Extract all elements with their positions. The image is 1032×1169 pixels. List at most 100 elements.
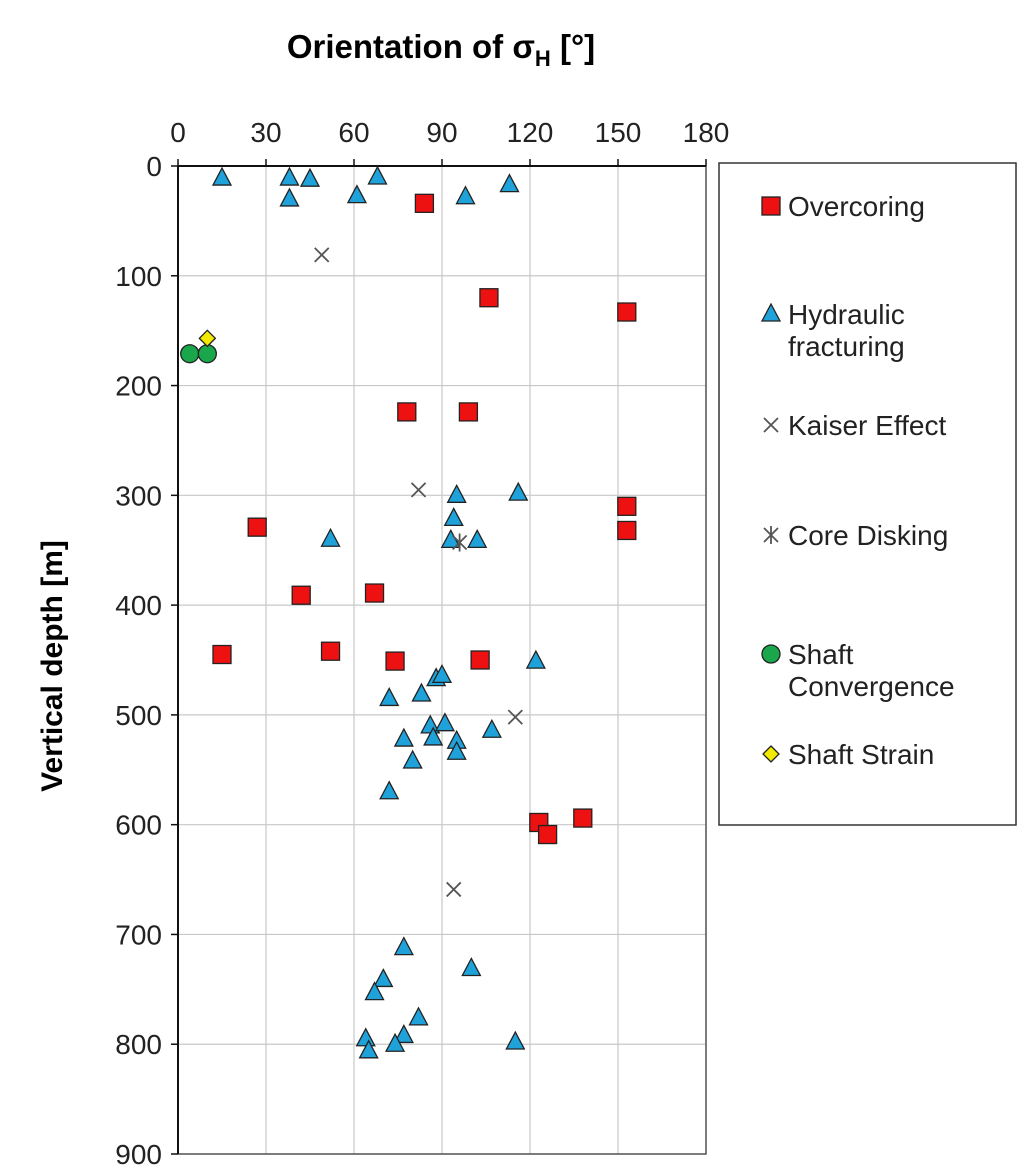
point-triangle-1-16 <box>431 663 453 684</box>
series-overcoring <box>212 193 637 845</box>
legend-marker-1 <box>760 302 782 322</box>
point-triangle-1-33 <box>393 1024 414 1044</box>
point-x-2-2 <box>507 709 523 725</box>
point-triangle-1-35 <box>384 1032 406 1052</box>
y-tick-label-1: 100 <box>115 261 162 292</box>
point-triangle-1-0 <box>211 166 233 186</box>
y-tick-label-9: 900 <box>115 1139 162 1169</box>
point-triangle-1-20 <box>434 712 456 732</box>
point-circle-4-0 <box>180 344 200 364</box>
grid-lines <box>177 165 707 1155</box>
series-shaft-convergence <box>180 344 217 364</box>
point-diamond-5-0 <box>198 329 217 348</box>
y-tick-label-2: 200 <box>115 371 162 402</box>
point-triangle-1-29 <box>461 957 482 977</box>
point-triangle-1-14 <box>525 649 546 669</box>
point-triangle-1-22 <box>393 727 414 747</box>
point-square-0-16 <box>573 808 593 828</box>
legend-marker-0 <box>761 196 781 216</box>
point-square-0-15 <box>537 824 558 845</box>
y-tick-label-3: 300 <box>115 480 162 511</box>
point-triangle-1-34 <box>355 1027 376 1047</box>
point-square-0-6 <box>617 520 637 541</box>
point-square-0-8 <box>291 585 311 605</box>
point-square-0-12 <box>385 651 405 671</box>
point-triangle-1-18 <box>411 682 432 702</box>
legend-marker-4 <box>761 644 781 664</box>
point-square-0-7 <box>247 517 267 537</box>
point-triangle-1-26 <box>402 749 423 769</box>
point-triangle-1-6 <box>346 184 368 204</box>
point-square-0-3 <box>397 402 417 422</box>
point-triangle-1-2 <box>299 167 321 187</box>
series-core-disking <box>451 533 468 552</box>
series-kaiser-effect <box>314 247 523 898</box>
x-tick-label-2: 60 <box>338 117 369 148</box>
point-triangle-1-21 <box>481 718 502 738</box>
point-triangle-1-11 <box>320 527 341 547</box>
point-square-0-11 <box>320 641 341 661</box>
point-x-2-1 <box>410 482 427 498</box>
legend-box <box>718 162 1017 826</box>
point-triangle-1-4 <box>499 173 520 193</box>
y-tick-label-4: 400 <box>115 590 162 621</box>
series-shaft-strain <box>198 329 217 348</box>
point-triangle-1-27 <box>379 780 400 800</box>
y-axis-label: Vertical depth [m] <box>36 540 69 792</box>
x-tick-label-4: 120 <box>507 117 554 148</box>
y-tick-label-7: 700 <box>115 919 162 950</box>
chart-title: Orientation of σH [°] <box>287 28 595 71</box>
legend-label-0: Overcoring <box>788 191 925 222</box>
point-square-0-4 <box>458 402 479 422</box>
series-hydraulic-fracturing <box>211 165 546 1059</box>
legend-label-3: Core Disking <box>788 520 948 551</box>
point-circle-4-1 <box>197 344 217 364</box>
legend-marker-2 <box>763 417 779 433</box>
point-triangle-1-9 <box>508 481 529 501</box>
x-tick-label-0: 0 <box>170 117 186 148</box>
point-square-0-10 <box>212 644 232 665</box>
legend-label-1: Hydraulic fracturing <box>788 299 905 362</box>
point-triangle-1-7 <box>455 185 476 205</box>
point-triangle-1-37 <box>358 1039 379 1059</box>
x-tick-label-6: 180 <box>683 117 730 148</box>
point-triangle-1-10 <box>443 506 464 527</box>
legend: Overcoring Hydraulic fracturing Kaiser Effe… <box>718 162 1017 826</box>
point-triangle-1-23 <box>423 726 444 746</box>
point-triangle-1-30 <box>373 968 394 988</box>
point-triangle-1-5 <box>279 187 300 207</box>
x-tick-label-1: 30 <box>250 117 281 148</box>
point-triangle-1-36 <box>505 1030 526 1050</box>
point-triangle-1-17 <box>379 687 400 707</box>
point-triangle-1-1 <box>279 166 300 186</box>
y-tick-label-5: 500 <box>115 700 162 731</box>
y-tick-label-8: 800 <box>115 1029 162 1060</box>
point-triangle-1-3 <box>367 165 388 185</box>
point-square-0-9 <box>364 583 385 603</box>
point-triangle-1-31 <box>364 981 385 1001</box>
y-tick-label-0: 0 <box>146 151 162 182</box>
point-asterisk-3-0 <box>451 533 468 552</box>
point-triangle-1-32 <box>408 1006 429 1026</box>
point-x-2-3 <box>446 881 462 898</box>
y-tick-label-6: 600 <box>115 810 162 841</box>
point-triangle-1-25 <box>446 740 467 760</box>
x-tick-label-3: 90 <box>426 117 457 148</box>
point-square-0-0 <box>414 193 435 213</box>
point-square-0-1 <box>479 288 499 308</box>
legend-label-5: Shaft Strain <box>788 739 934 770</box>
legend-marker-5 <box>762 745 780 763</box>
x-axis-ticks: 0 30 60 90 120 150 180 <box>170 117 729 166</box>
y-axis-ticks: 0 100 200 300 400 500 600 700 800 900 <box>115 151 178 1169</box>
point-square-0-5 <box>617 496 637 516</box>
x-tick-label-5: 150 <box>595 117 642 148</box>
point-square-0-2 <box>617 302 637 322</box>
point-triangle-1-8 <box>446 483 467 503</box>
legend-marker-3 <box>763 526 779 544</box>
point-square-0-13 <box>470 650 490 670</box>
point-x-2-0 <box>314 247 330 263</box>
legend-label-2: Kaiser Effect <box>788 410 946 441</box>
legend-label-4: Shaft Convergence <box>788 639 955 702</box>
point-triangle-1-13 <box>467 528 488 548</box>
